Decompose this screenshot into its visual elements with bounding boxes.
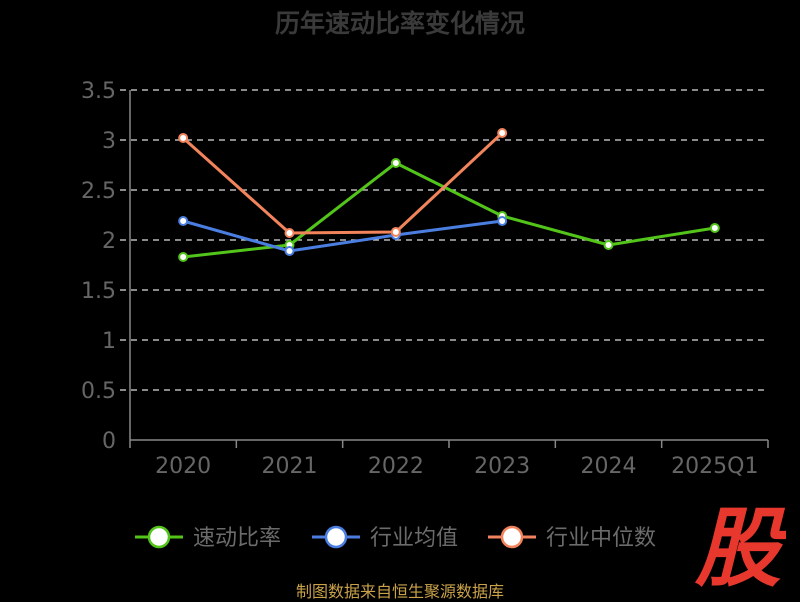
data-point: [178, 133, 189, 143]
chart-title: 历年速动比率变化情况: [274, 9, 525, 38]
y-tick-label: 0: [102, 429, 116, 454]
x-tick-label: 2023: [474, 454, 530, 479]
data-point: [709, 223, 720, 233]
series-line-2: [182, 219, 503, 253]
legend-label: 行业中位数: [546, 526, 656, 551]
data-point: [497, 128, 508, 138]
data-point: [390, 158, 401, 168]
legend-marker: [324, 525, 348, 549]
x-tick-label: 2021: [262, 454, 318, 479]
legend-marker: [500, 525, 524, 549]
data-point: [390, 227, 401, 237]
y-tick-label: 2: [102, 229, 116, 254]
logo-image: 股: [694, 499, 786, 592]
data-point: [603, 240, 614, 250]
x-tick-label: 2025Q1: [671, 454, 758, 479]
legend-marker: [147, 525, 171, 549]
y-tick-label: 3.5: [81, 79, 116, 104]
x-tick-label: 2024: [581, 454, 637, 479]
data-point: [178, 216, 189, 226]
legend-label: 行业均值: [370, 526, 458, 551]
logo-glyph: 股: [694, 499, 786, 592]
x-tick-label: 2020: [155, 454, 211, 479]
y-tick-label: 1: [102, 329, 116, 354]
data-point: [284, 228, 295, 238]
legend-label: 速动比率: [193, 526, 281, 551]
y-tick-label: 1.5: [81, 279, 116, 304]
data-point: [284, 246, 295, 256]
y-tick-label: 2.5: [81, 179, 116, 204]
x-tick-label: 2022: [368, 454, 424, 479]
data-point: [497, 216, 508, 226]
series-line-3: [182, 131, 504, 235]
data-source-note: 制图数据来自恒生聚源数据库: [295, 582, 504, 601]
y-tick-label: 3: [102, 129, 116, 154]
data-point: [178, 252, 189, 262]
y-tick-label: 0.5: [81, 379, 116, 404]
